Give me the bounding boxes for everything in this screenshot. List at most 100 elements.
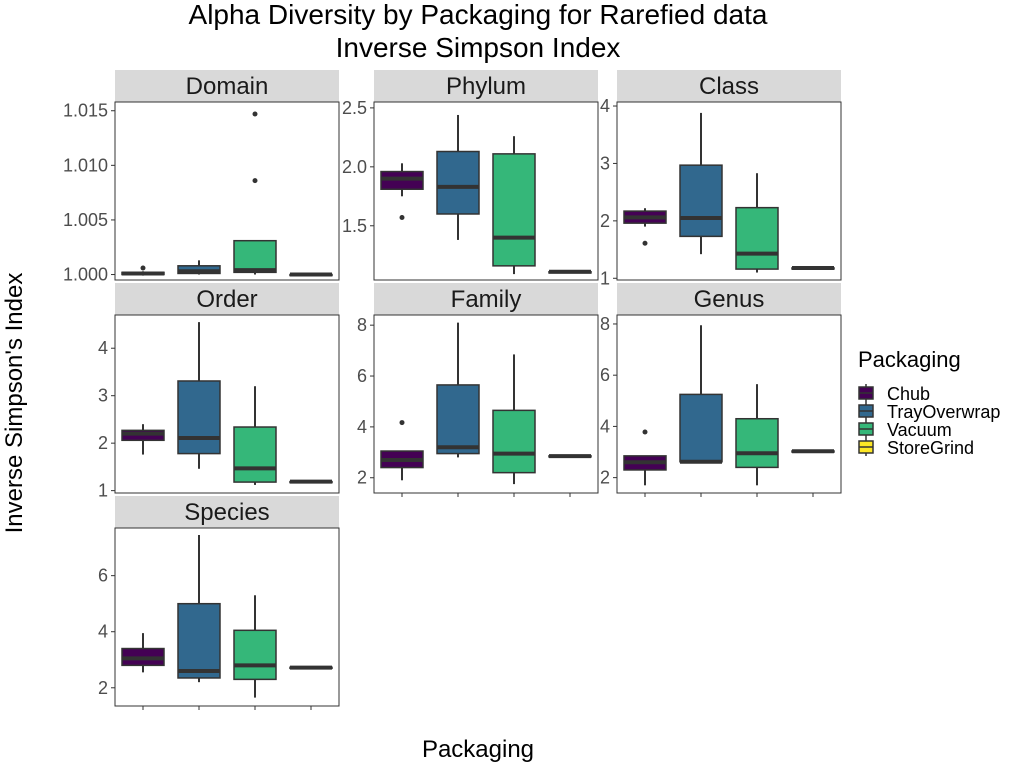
y-tick-label: 3 [98,386,108,406]
panel-border-class [616,101,842,281]
y-tick-label: 2 [98,678,108,698]
box-family-chub [380,420,424,481]
box-domain-trayoverwrap [177,260,221,275]
box-phylum-vacuum [492,136,536,275]
facet-strip-genus [617,283,841,315]
legend-item-vacuum: Vacuum [858,420,952,440]
y-tick-label: 1.010 [63,155,108,175]
panel-border-order [114,314,340,494]
box-body [492,153,536,267]
outlier-point [642,429,648,435]
outlier-point [399,420,405,426]
box-genus-trayoverwrap [679,325,723,464]
y-tick-label: 3 [600,153,610,173]
facet-order: Order 1 2 3 4 [98,283,340,501]
y-tick-label: 8 [600,314,610,334]
facet-strip-species [115,496,339,528]
facet-label-species: Species [184,499,269,526]
box-genus-chub [623,429,667,486]
box-body [679,164,723,238]
box-body [233,426,277,483]
box-class-chub [623,208,667,246]
y-tick-label: 1 [98,481,108,501]
legend-label: Vacuum [887,420,952,440]
y-tick-label: 1.000 [63,265,108,285]
y-tick-label: 4 [98,338,108,358]
facet-label-domain: Domain [186,73,269,100]
y-tick-label: 2 [98,433,108,453]
facet-strip-order [115,283,339,315]
outlier-point [399,215,405,221]
outlier-point [252,111,258,117]
box-species-storegrind [289,665,333,670]
box-body [177,602,221,679]
panel-border-genus [616,314,842,494]
box-body [735,417,779,469]
x-axis-title: Packaging [422,736,534,763]
y-tick-label: 1 [600,268,610,288]
box-class-vacuum [735,173,779,273]
chart-subtitle: Inverse Simpson Index [336,32,621,63]
y-tick-label: 1.005 [63,210,108,230]
panel-border-family [373,314,599,494]
box-body [735,206,779,270]
facet-strip-phylum [374,70,598,102]
box-domain-vacuum [233,111,277,275]
facet-label-class: Class [699,73,759,100]
y-tick-label: 2.0 [342,157,367,177]
y-tick-label: 6 [357,366,367,386]
box-genus-storegrind [791,449,835,454]
facet-strip-domain [115,70,339,102]
box-domain-storegrind [289,272,333,277]
box-domain-chub [121,265,165,276]
box-body [436,384,480,455]
box-genus-vacuum [735,384,779,486]
box-species-chub [121,633,165,673]
y-tick-label: 4 [98,622,108,642]
facet-label-genus: Genus [694,286,765,313]
box-order-storegrind [289,479,333,484]
facet-label-family: Family [451,286,522,313]
y-tick-label: 6 [98,566,108,586]
outlier-point [642,240,648,246]
y-tick-label: 4 [357,417,367,437]
y-tick-label: 2 [600,468,610,488]
box-order-trayoverwrap [177,322,221,469]
facet-genus: Genus 2 4 6 8 [600,283,842,497]
y-axis-title: Inverse Simpson's Index [1,273,28,534]
legend-label: Chub [887,384,930,404]
chart-title: Alpha Diversity by Packaging for Rarefie… [189,0,768,30]
box-phylum-storegrind [548,269,592,274]
box-phylum-trayoverwrap [436,114,480,240]
facet-family: Family 2 4 6 8 [357,283,599,497]
box-body [233,239,277,274]
legend: Packaging ChubTrayOverwrapVacuumStoreGri… [858,347,1000,458]
panel-border-species [114,527,340,707]
facet-label-phylum: Phylum [446,73,526,100]
facet-class: Class 1 2 3 4 [600,70,842,288]
y-tick-label: 6 [600,365,610,385]
facet-domain: Domain 1.000 1.005 1.010 1.015 [63,70,340,285]
y-tick-label: 2.5 [342,98,367,118]
y-tick-label: 1.5 [342,216,367,236]
box-phylum-chub [380,163,424,221]
box-species-trayoverwrap [177,535,221,683]
legend-item-chub: Chub [858,384,930,404]
facet-phylum: Phylum 1.5 2.0 2.5 [342,70,599,281]
box-species-vacuum [233,595,277,698]
box-class-trayoverwrap [679,112,723,255]
y-tick-label: 8 [357,315,367,335]
y-tick-label: 4 [600,96,610,116]
box-body [492,409,536,474]
legend-item-storegrind: StoreGrind [858,438,974,458]
facets-layer: Domain 1.000 1.005 1.010 1.015 Phylum 1.5 2.0 2.… [63,70,842,710]
panel-border-domain [114,101,340,281]
box-order-vacuum [233,386,277,485]
facet-species: Species 2 4 6 [98,496,340,710]
y-tick-label: 2 [357,468,367,488]
box-family-storegrind [548,454,592,459]
legend-title: Packaging [858,347,961,372]
box-body [177,380,221,455]
box-family-trayoverwrap [436,322,480,458]
